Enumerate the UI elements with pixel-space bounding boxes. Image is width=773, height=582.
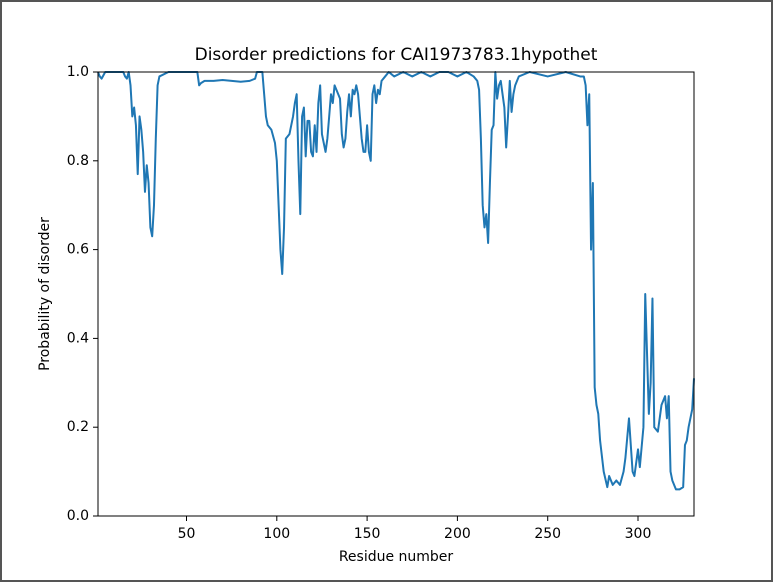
x-axis-label: Residue number <box>339 549 454 565</box>
x-tick-label: 150 <box>354 526 381 542</box>
data-line <box>97 71 695 491</box>
x-tick-label: 250 <box>534 526 561 542</box>
y-tick-label: 0.6 <box>67 242 89 258</box>
x-tick-label: 200 <box>444 526 471 542</box>
y-tick-label: 0.0 <box>67 508 89 524</box>
x-tick-label: 100 <box>263 526 290 542</box>
x-tick-label: 50 <box>178 526 196 542</box>
chart-title: Disorder predictions for CAI1973783.1hyp… <box>195 45 598 65</box>
y-tick-label: 0.2 <box>67 419 89 435</box>
y-tick-label: 0.8 <box>67 153 89 169</box>
y-tick-label: 1.0 <box>67 64 89 80</box>
y-tick-label: 0.4 <box>67 330 89 346</box>
plot-frame <box>97 71 695 517</box>
x-tick-label: 300 <box>625 526 652 542</box>
y-axis-label: Probability of disorder <box>37 217 53 371</box>
